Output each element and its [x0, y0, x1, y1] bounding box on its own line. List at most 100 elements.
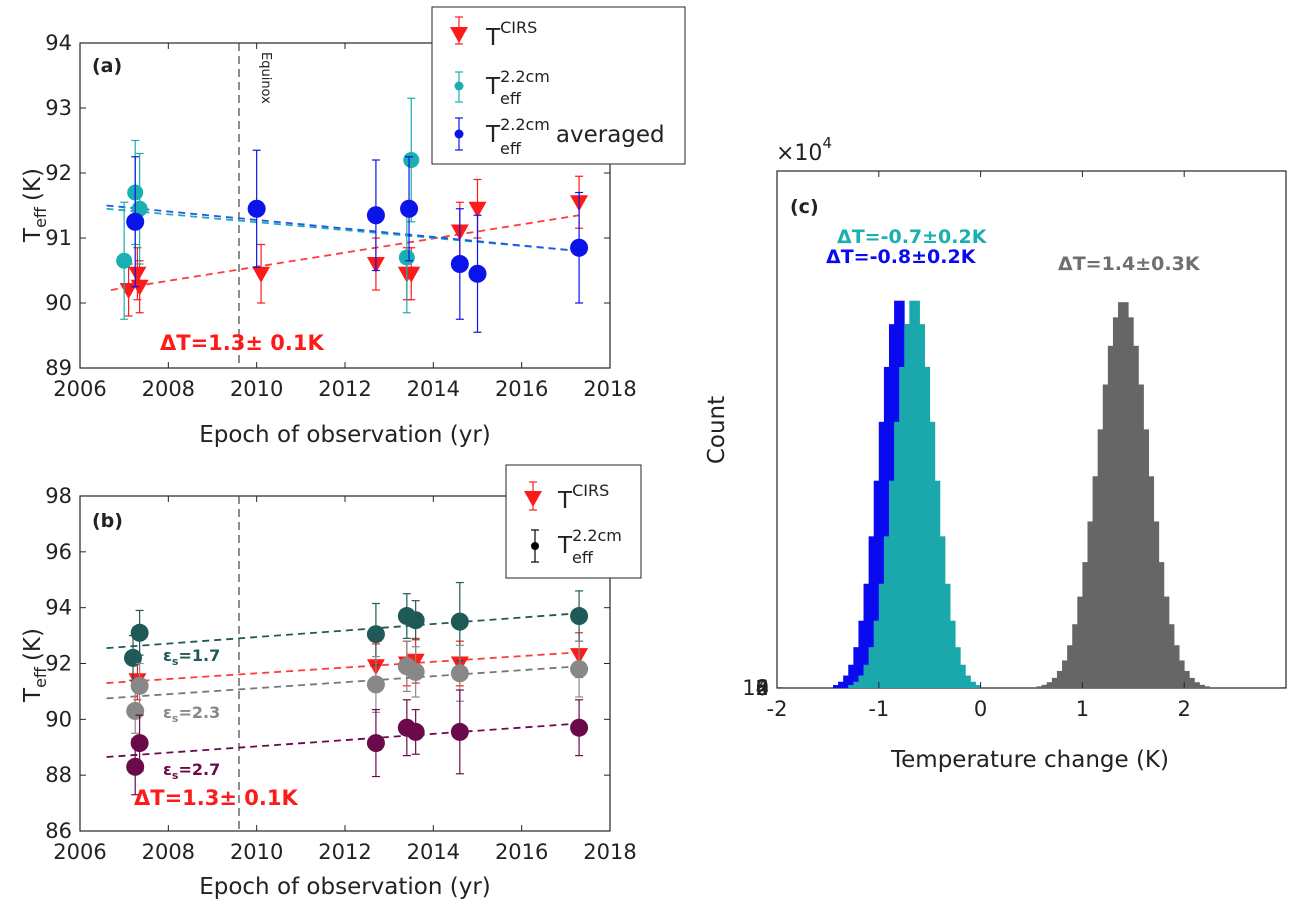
- b-series-4-point: [450, 722, 469, 741]
- hist-bar-2: [1153, 521, 1160, 688]
- legend-a: TCIRS T2.2cm eff T2.2cm averaged eff: [431, 6, 686, 165]
- a-series-0-point: [468, 201, 487, 218]
- hist-bar-1: [899, 366, 905, 688]
- hist-bar-1: [868, 647, 875, 688]
- hist-bar-1: [878, 583, 885, 688]
- hist-bar-2: [1168, 624, 1175, 688]
- hist-bar-1: [934, 480, 941, 688]
- hist-bar-1: [894, 421, 900, 688]
- a-xtick-label: 2016: [495, 377, 548, 401]
- b-series-3-point: [130, 676, 149, 695]
- a-ytick-label: 91: [45, 226, 72, 250]
- a-ytick-label: 94: [45, 31, 72, 55]
- hist-bar-2: [1107, 345, 1114, 688]
- hist-bar-2: [1082, 562, 1088, 688]
- c-xtick-label: 0: [974, 697, 987, 721]
- b-series-0-fit-line: [106, 651, 580, 684]
- a-xtick-label: 2006: [53, 377, 106, 401]
- hist-bar-1: [858, 675, 864, 688]
- b-ytick-label: 86: [45, 819, 72, 843]
- a-series-1-point: [403, 152, 420, 168]
- a-series-2-point: [366, 206, 385, 225]
- legend-a-cirs-sup: CIRS: [500, 18, 537, 37]
- b-series-4-point: [130, 734, 149, 753]
- b-ytick-label: 98: [45, 484, 72, 508]
- b-ytick-label: 94: [45, 596, 72, 620]
- svg-text:εs=2.3: εs=2.3: [163, 703, 220, 725]
- svg-text:TCIRS: TCIRS: [485, 18, 537, 51]
- c-xtick-label: -2: [767, 697, 788, 721]
- a-series-2-point: [570, 238, 589, 257]
- a-series-1-point: [398, 249, 415, 266]
- y-axis-label-a: Teff (K): [20, 168, 50, 243]
- hist-bar-2: [1056, 670, 1063, 688]
- a-series-2-point: [468, 264, 487, 283]
- hist-bar-0: [843, 675, 849, 688]
- y-axis-label-b: Teff (K): [20, 628, 50, 703]
- hist-bar-2: [1204, 686, 1211, 688]
- a-xtick-label: 2010: [230, 377, 283, 401]
- svg-text:TCIRS: TCIRS: [557, 481, 609, 514]
- b-xtick-label: 2008: [142, 840, 195, 864]
- hist-bar-2: [1087, 521, 1093, 688]
- a-xtick-label: 2008: [142, 377, 195, 401]
- hist-bar-2: [1051, 677, 1058, 688]
- legend-a-avg-sup: 2.2cm: [500, 115, 550, 134]
- hist-bar-2: [1112, 317, 1119, 688]
- hist-bar-2: [1143, 429, 1149, 688]
- b-series-4-point: [406, 722, 425, 741]
- b-ytick-label: 96: [45, 540, 72, 564]
- a-series-2-point: [400, 199, 419, 218]
- epsilon-label-2-7: εs=2.7: [163, 760, 220, 782]
- hist-bar-2: [1128, 317, 1134, 688]
- hist-bar-2: [1036, 686, 1043, 688]
- a-ytick-label: 89: [45, 356, 72, 380]
- a-series-0-point: [252, 266, 271, 283]
- hist-bar-0: [853, 647, 859, 688]
- b-series-3-fit-line: [106, 665, 580, 700]
- a-ytick-label: 92: [45, 161, 72, 185]
- hist-label-gray: ΔT=1.4±0.3K: [1058, 253, 1201, 275]
- legend-a-teff-main: T: [485, 74, 501, 100]
- hist-bar-0: [863, 583, 870, 688]
- hist-bar-0: [832, 685, 839, 688]
- b-series-3-point: [366, 675, 385, 694]
- panel-tag-c: (c): [790, 196, 819, 218]
- hist-bar-1: [955, 647, 961, 688]
- a-ytick-label: 93: [45, 96, 72, 120]
- legend-b: TCIRS T2.2cm eff: [505, 464, 642, 579]
- hist-bar-1: [929, 421, 936, 688]
- b-xtick-label: 2014: [407, 840, 460, 864]
- equinox-label: Equinox: [258, 52, 273, 104]
- b-ytick-label: 90: [45, 707, 72, 731]
- x-axis-label-b: Epoch of observation (yr): [199, 874, 491, 900]
- hist-bar-0: [883, 366, 890, 688]
- hist-bar-1: [970, 681, 976, 688]
- hist-bar-1: [950, 620, 956, 688]
- hist-bar-2: [1077, 596, 1083, 688]
- b-xtick-label: 2016: [495, 840, 548, 864]
- y-axis-label-b-unit: (K): [20, 628, 46, 661]
- hist-label-blue: ΔT=-0.8±0.2K: [826, 246, 977, 268]
- c-ytick-label: 6: [756, 676, 769, 700]
- legend-b-item-teff: T2.2cm eff: [531, 526, 622, 567]
- hist-bar-1: [965, 675, 971, 688]
- y-axis-label-a-unit: (K): [20, 168, 46, 201]
- b-series-3-point: [450, 664, 469, 683]
- legend-a-item-averaged: T2.2cm averaged eff: [454, 115, 665, 158]
- hist-bar-1: [888, 480, 895, 688]
- delta-t-annotation-a: ΔT=1.3± 0.1K: [160, 331, 324, 355]
- b-xtick-label: 2012: [318, 840, 371, 864]
- hist-bar-2: [1046, 682, 1053, 688]
- hist-bar-1: [939, 536, 946, 688]
- c-xtick-label: -1: [868, 697, 889, 721]
- a-xtick-label: 2018: [583, 377, 636, 401]
- svg-text:Teff(K): Teff (K): [20, 168, 50, 243]
- hist-bar-2: [1158, 562, 1165, 688]
- hist-bar-0: [873, 480, 880, 688]
- a-series-2-point: [126, 212, 145, 231]
- b-series-3-point: [126, 701, 145, 720]
